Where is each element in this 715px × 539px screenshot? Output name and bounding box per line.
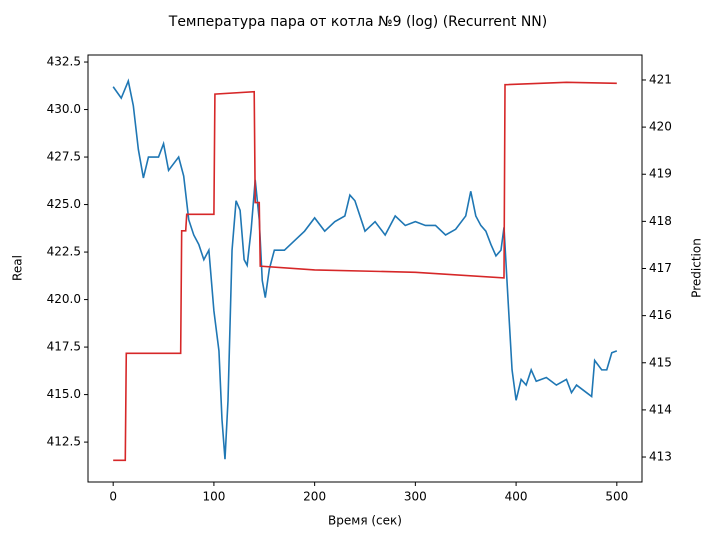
x-tick-label: 200 (303, 490, 326, 504)
chart-title: Температура пара от котла №9 (log) (Recu… (168, 14, 547, 30)
y2-tick-label: 420 (649, 120, 672, 134)
y2-axis-label: Prediction (690, 238, 704, 298)
line-series (112, 78, 618, 460)
y2-tick-label: 421 (649, 72, 672, 86)
x-tick-label: 500 (605, 490, 628, 504)
y2-tick-label: 414 (649, 402, 672, 416)
y-tick-label: 415.0 (47, 387, 81, 401)
y-tick-label: 427.5 (47, 150, 81, 164)
line-series (113, 81, 617, 462)
y2-tick-label: 417 (649, 261, 672, 275)
y-tick-label: 420.0 (47, 292, 81, 306)
x-tick-label: 400 (505, 490, 528, 504)
x-tick-label: 100 (202, 490, 225, 504)
y-tick-label: 422.5 (47, 245, 81, 259)
y-tick-label: 430.0 (47, 102, 81, 116)
y2-tick-label: 419 (649, 167, 672, 181)
y-tick-label: 425.0 (47, 197, 81, 211)
y2-tick-label: 413 (649, 450, 672, 464)
x-tick-label: 0 (109, 490, 117, 504)
y-tick-label: 432.5 (47, 55, 81, 69)
y2-tick-label: 416 (649, 308, 672, 322)
x-tick-label: 300 (404, 490, 427, 504)
plot-frame (87, 54, 643, 483)
x-axis-label: Время (сек) (328, 514, 402, 528)
y-tick-label: 412.5 (47, 435, 81, 449)
y2-tick-label: 415 (649, 355, 672, 369)
y-axis-label: Real (11, 255, 25, 281)
y-tick-label: 417.5 (47, 340, 81, 354)
y2-tick-label: 418 (649, 214, 672, 228)
